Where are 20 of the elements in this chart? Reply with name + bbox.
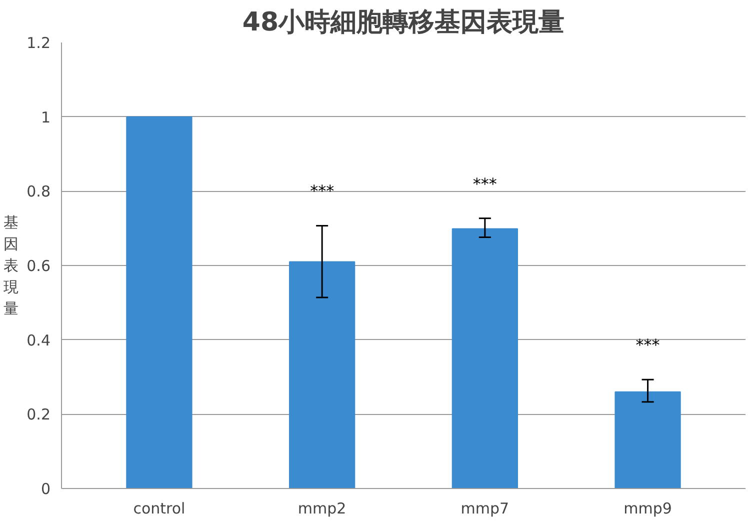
y-tick-label: 0.2 bbox=[26, 406, 51, 424]
bar bbox=[614, 391, 681, 488]
y-tick-label: 1 bbox=[40, 108, 51, 126]
y-tick-label: 1.2 bbox=[26, 34, 51, 52]
bar bbox=[452, 228, 518, 488]
annotation: *** bbox=[636, 336, 660, 355]
y-tick-label: 0.4 bbox=[26, 331, 51, 350]
y-axis-title: 基因表現量 bbox=[4, 213, 19, 318]
x-tick-label: mmp2 bbox=[298, 500, 346, 518]
y-tick-label: 0.8 bbox=[26, 182, 51, 201]
x-tick-label: mmp9 bbox=[624, 500, 672, 518]
bar bbox=[289, 261, 356, 488]
x-tick-label: control bbox=[133, 500, 186, 518]
bar bbox=[126, 116, 192, 488]
y-tick-label: 0.6 bbox=[26, 257, 51, 275]
chart-title: 48小時細胞轉移基因表現量 bbox=[242, 8, 565, 38]
x-tick-label: mmp7 bbox=[460, 500, 510, 518]
y-tick-label: 0 bbox=[40, 480, 51, 498]
annotation: *** bbox=[310, 182, 334, 201]
annotation: *** bbox=[472, 174, 497, 194]
